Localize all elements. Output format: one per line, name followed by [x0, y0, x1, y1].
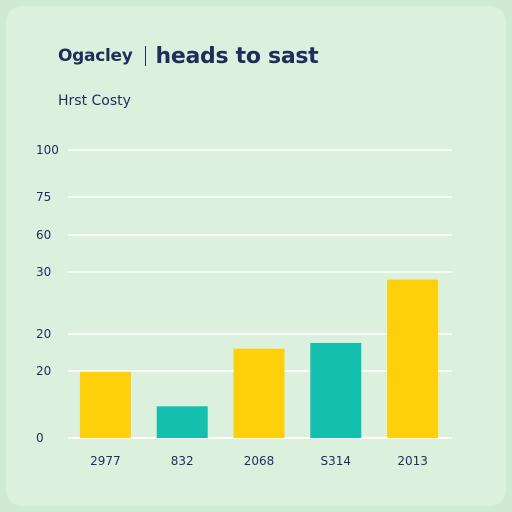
x-tick-label: 832 [171, 454, 194, 468]
chart-subtitle: Hrst Costy [58, 93, 131, 109]
y-tick-label: 30 [36, 265, 51, 279]
y-tick-label: 100 [36, 143, 59, 157]
bar [79, 371, 131, 438]
x-tick-label: 2068 [244, 454, 275, 468]
brand-name: Ogacley [58, 46, 133, 66]
bar [156, 406, 208, 438]
x-tick-label: 2013 [397, 454, 428, 468]
x-tick-label: S314 [321, 454, 352, 468]
y-tick-label: 75 [36, 190, 51, 204]
chart-headline: heads to sast [155, 43, 319, 69]
header-divider [144, 46, 146, 66]
bar [310, 342, 362, 438]
chart-header: Ogacley heads to sast [58, 42, 319, 70]
bar [387, 279, 439, 438]
y-tick-label: 20 [36, 327, 51, 341]
y-tick-label: 60 [36, 228, 51, 242]
y-tick-label: 20 [36, 364, 51, 378]
x-tick-label: 2977 [90, 454, 121, 468]
bar [233, 348, 285, 438]
y-tick-label: 0 [36, 431, 44, 445]
